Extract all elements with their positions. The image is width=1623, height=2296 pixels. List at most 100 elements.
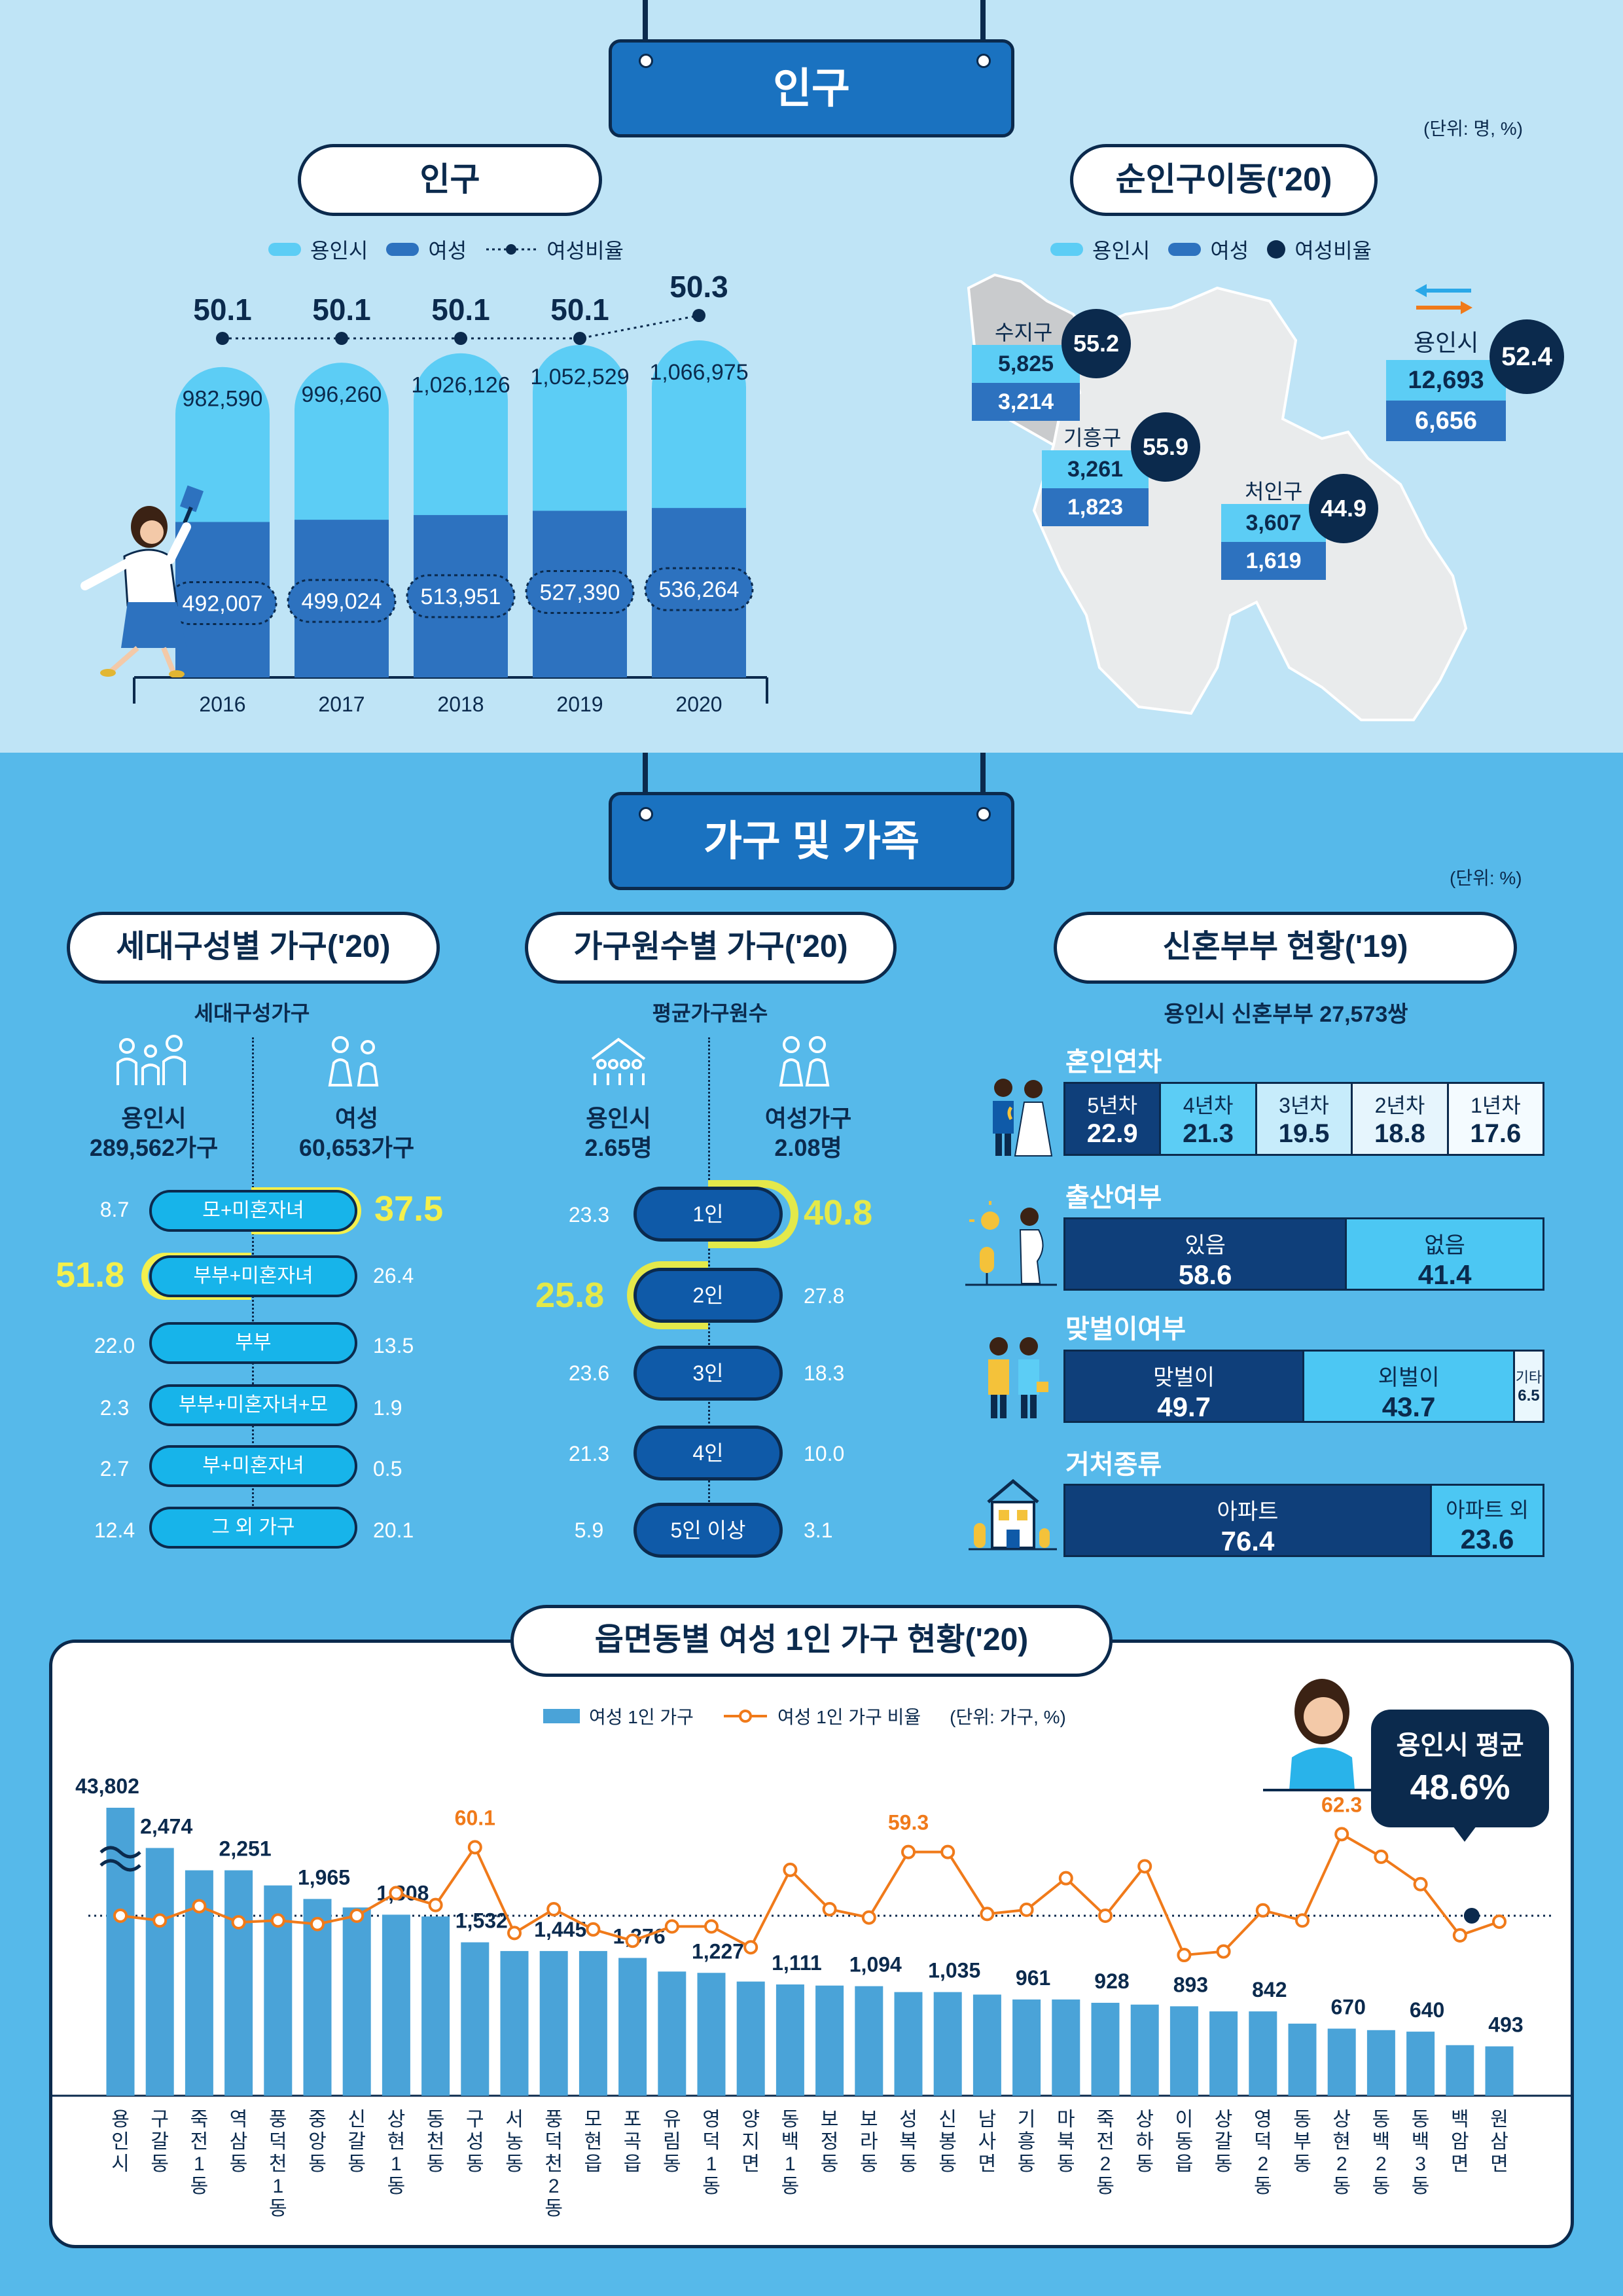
ratio-point [546, 1901, 562, 1916]
bar-value-label: 893 [1173, 1973, 1208, 1996]
generation-row-right: 20.1 [373, 1518, 414, 1542]
population-banner-label: 인구 [773, 65, 850, 112]
average-callout-pointer [1453, 1826, 1476, 1842]
cheoin-ratio: 44.9 [1309, 474, 1378, 543]
bar-single-household [933, 1992, 962, 2096]
bar-single-household [618, 1958, 647, 2096]
ratio-point [1374, 1849, 1389, 1864]
category-label: 용인시 [111, 2109, 130, 2175]
category-label-char: 구 [151, 2109, 169, 2130]
members-row-label: 2인 [633, 1268, 783, 1323]
bar-single-household [1366, 2030, 1395, 2096]
birth-segment-value: 58.6 [1178, 1259, 1232, 1290]
bar-value-label: 1,111 [772, 1951, 822, 1975]
category-label: 백암면 [1451, 2109, 1469, 2175]
category-label-char: 동 [387, 2176, 406, 2197]
category-label-char: 동 [1057, 2153, 1075, 2175]
category-label-char: 이 [1175, 2109, 1194, 2130]
birth-bar: 있음 58.6 없음 41.4 [1063, 1217, 1544, 1291]
bar-single-household [342, 1907, 371, 2096]
ratio-point [1452, 1928, 1467, 1943]
years-cell: 3년차 19.5 [1257, 1084, 1351, 1154]
legend-label-line: 여성 1인 가구 비율 [777, 1707, 921, 1727]
members-title: 가구원수별 가구('20) [525, 912, 897, 984]
category-label: 원삼면 [1490, 2109, 1508, 2175]
ratio-point [1334, 1827, 1349, 1842]
legend-swatch-ratio [1267, 240, 1286, 259]
generation-row-left: 12.4 [94, 1518, 135, 1542]
generation-row-right: 13.5 [373, 1334, 414, 1357]
bar-single-household [1288, 2023, 1317, 2096]
category-label-char: 동 [1254, 2176, 1272, 2197]
bar-single-household [500, 1950, 529, 2096]
category-label-char: 동 [1372, 2109, 1391, 2130]
category-label-char: 죽 [1096, 2109, 1115, 2130]
category-label-char: 중 [308, 2109, 327, 2130]
woman-at-desk-illustration [1263, 1679, 1381, 1791]
category-label-char: 읍 [584, 2153, 603, 2175]
yongin-ratio: 52.4 [1489, 319, 1564, 394]
members-row-left: 5.9 [574, 1518, 604, 1542]
total-label: 1,026,126 [411, 373, 510, 398]
members-subtitle: 평균가구원수 [652, 1001, 768, 1025]
category-label: 동천동 [427, 2109, 445, 2175]
years-cell-value: 19.5 [1278, 1119, 1330, 1148]
average-callout: 용인시 평균 48.6% [1371, 1710, 1549, 1827]
category-label-char: 신 [938, 2109, 957, 2130]
generation-title: 세대구성별 가구('20) [67, 912, 440, 984]
bar-single-household [1169, 2006, 1198, 2096]
birth-title: 출산여부 [1065, 1183, 1162, 1212]
years-cell-value: 21.3 [1183, 1119, 1234, 1148]
category-label: 신봉동 [938, 2109, 957, 2175]
banner-hanger [643, 753, 648, 805]
ratio-label: 50.3 [669, 270, 728, 304]
category-label-char: 덕 [269, 2131, 287, 2153]
generation-row-label: 부부 [149, 1322, 357, 1364]
category-label-char: 갈 [1215, 2131, 1233, 2153]
average-label: 용인시 평균 [1396, 1731, 1524, 1760]
category-label-char: 봉 [938, 2131, 957, 2153]
bar-value-label: 961 [1016, 1966, 1050, 1990]
single-household-title: 읍면동별 여성 1인 가구 현황('20) [510, 1605, 1113, 1677]
category-label-char: 덕 [1254, 2131, 1272, 2153]
female-label-pill [406, 574, 516, 619]
work-segment-value: 43.7 [1382, 1391, 1436, 1422]
single-unit: (단위: 가구, %) [950, 1707, 1066, 1727]
suji-female: 3,214 [972, 383, 1080, 421]
category-label-char: 동 [466, 2153, 484, 2175]
members-left-value: 2.65명 [584, 1134, 652, 1161]
ratio-point [822, 1901, 837, 1916]
category-label-char: 양 [741, 2109, 760, 2130]
ratio-point [783, 1862, 798, 1877]
household-banner-label: 가구 및 가족 [704, 817, 919, 865]
work-title: 맞벌이여부 [1065, 1315, 1186, 1344]
category-label: 동부동 [1293, 2109, 1311, 2175]
category-label-char: 농 [505, 2131, 524, 2153]
migration-legend: 용인시 여성 여성비율 [1050, 234, 1372, 264]
bar-single-household [1012, 1999, 1041, 2096]
banner-rivet [976, 54, 991, 68]
ratio-point [1137, 1859, 1152, 1874]
category-label: 구성동 [466, 2109, 484, 2175]
category-label: 이동읍 [1175, 2109, 1194, 2175]
category-label: 중앙동 [308, 2109, 327, 2175]
category-label-char: 신 [348, 2109, 366, 2130]
ratio-point [573, 332, 586, 345]
female-label-pill [644, 567, 754, 611]
category-label-char: 구 [466, 2109, 484, 2130]
ratio-label: 50.1 [312, 293, 371, 327]
ratio-point [192, 1899, 207, 1914]
bar-single-household [736, 1981, 765, 2096]
category-label: 기흥동 [1018, 2109, 1036, 2175]
banner-hanger [643, 0, 648, 62]
work-segment-value: 6.5 [1518, 1387, 1540, 1405]
category-label-char: 동 [1135, 2153, 1154, 2175]
work-segment: 외벌이 43.7 [1304, 1352, 1513, 1422]
bar-single-household [1485, 2046, 1514, 2096]
house-bar: 아파트 76.4 아파트 외 23.6 [1063, 1484, 1544, 1557]
category-label-char: 원 [1490, 2109, 1508, 2130]
migration-arrows-icon [1415, 284, 1472, 314]
category-label-char: 동 [269, 2198, 287, 2219]
